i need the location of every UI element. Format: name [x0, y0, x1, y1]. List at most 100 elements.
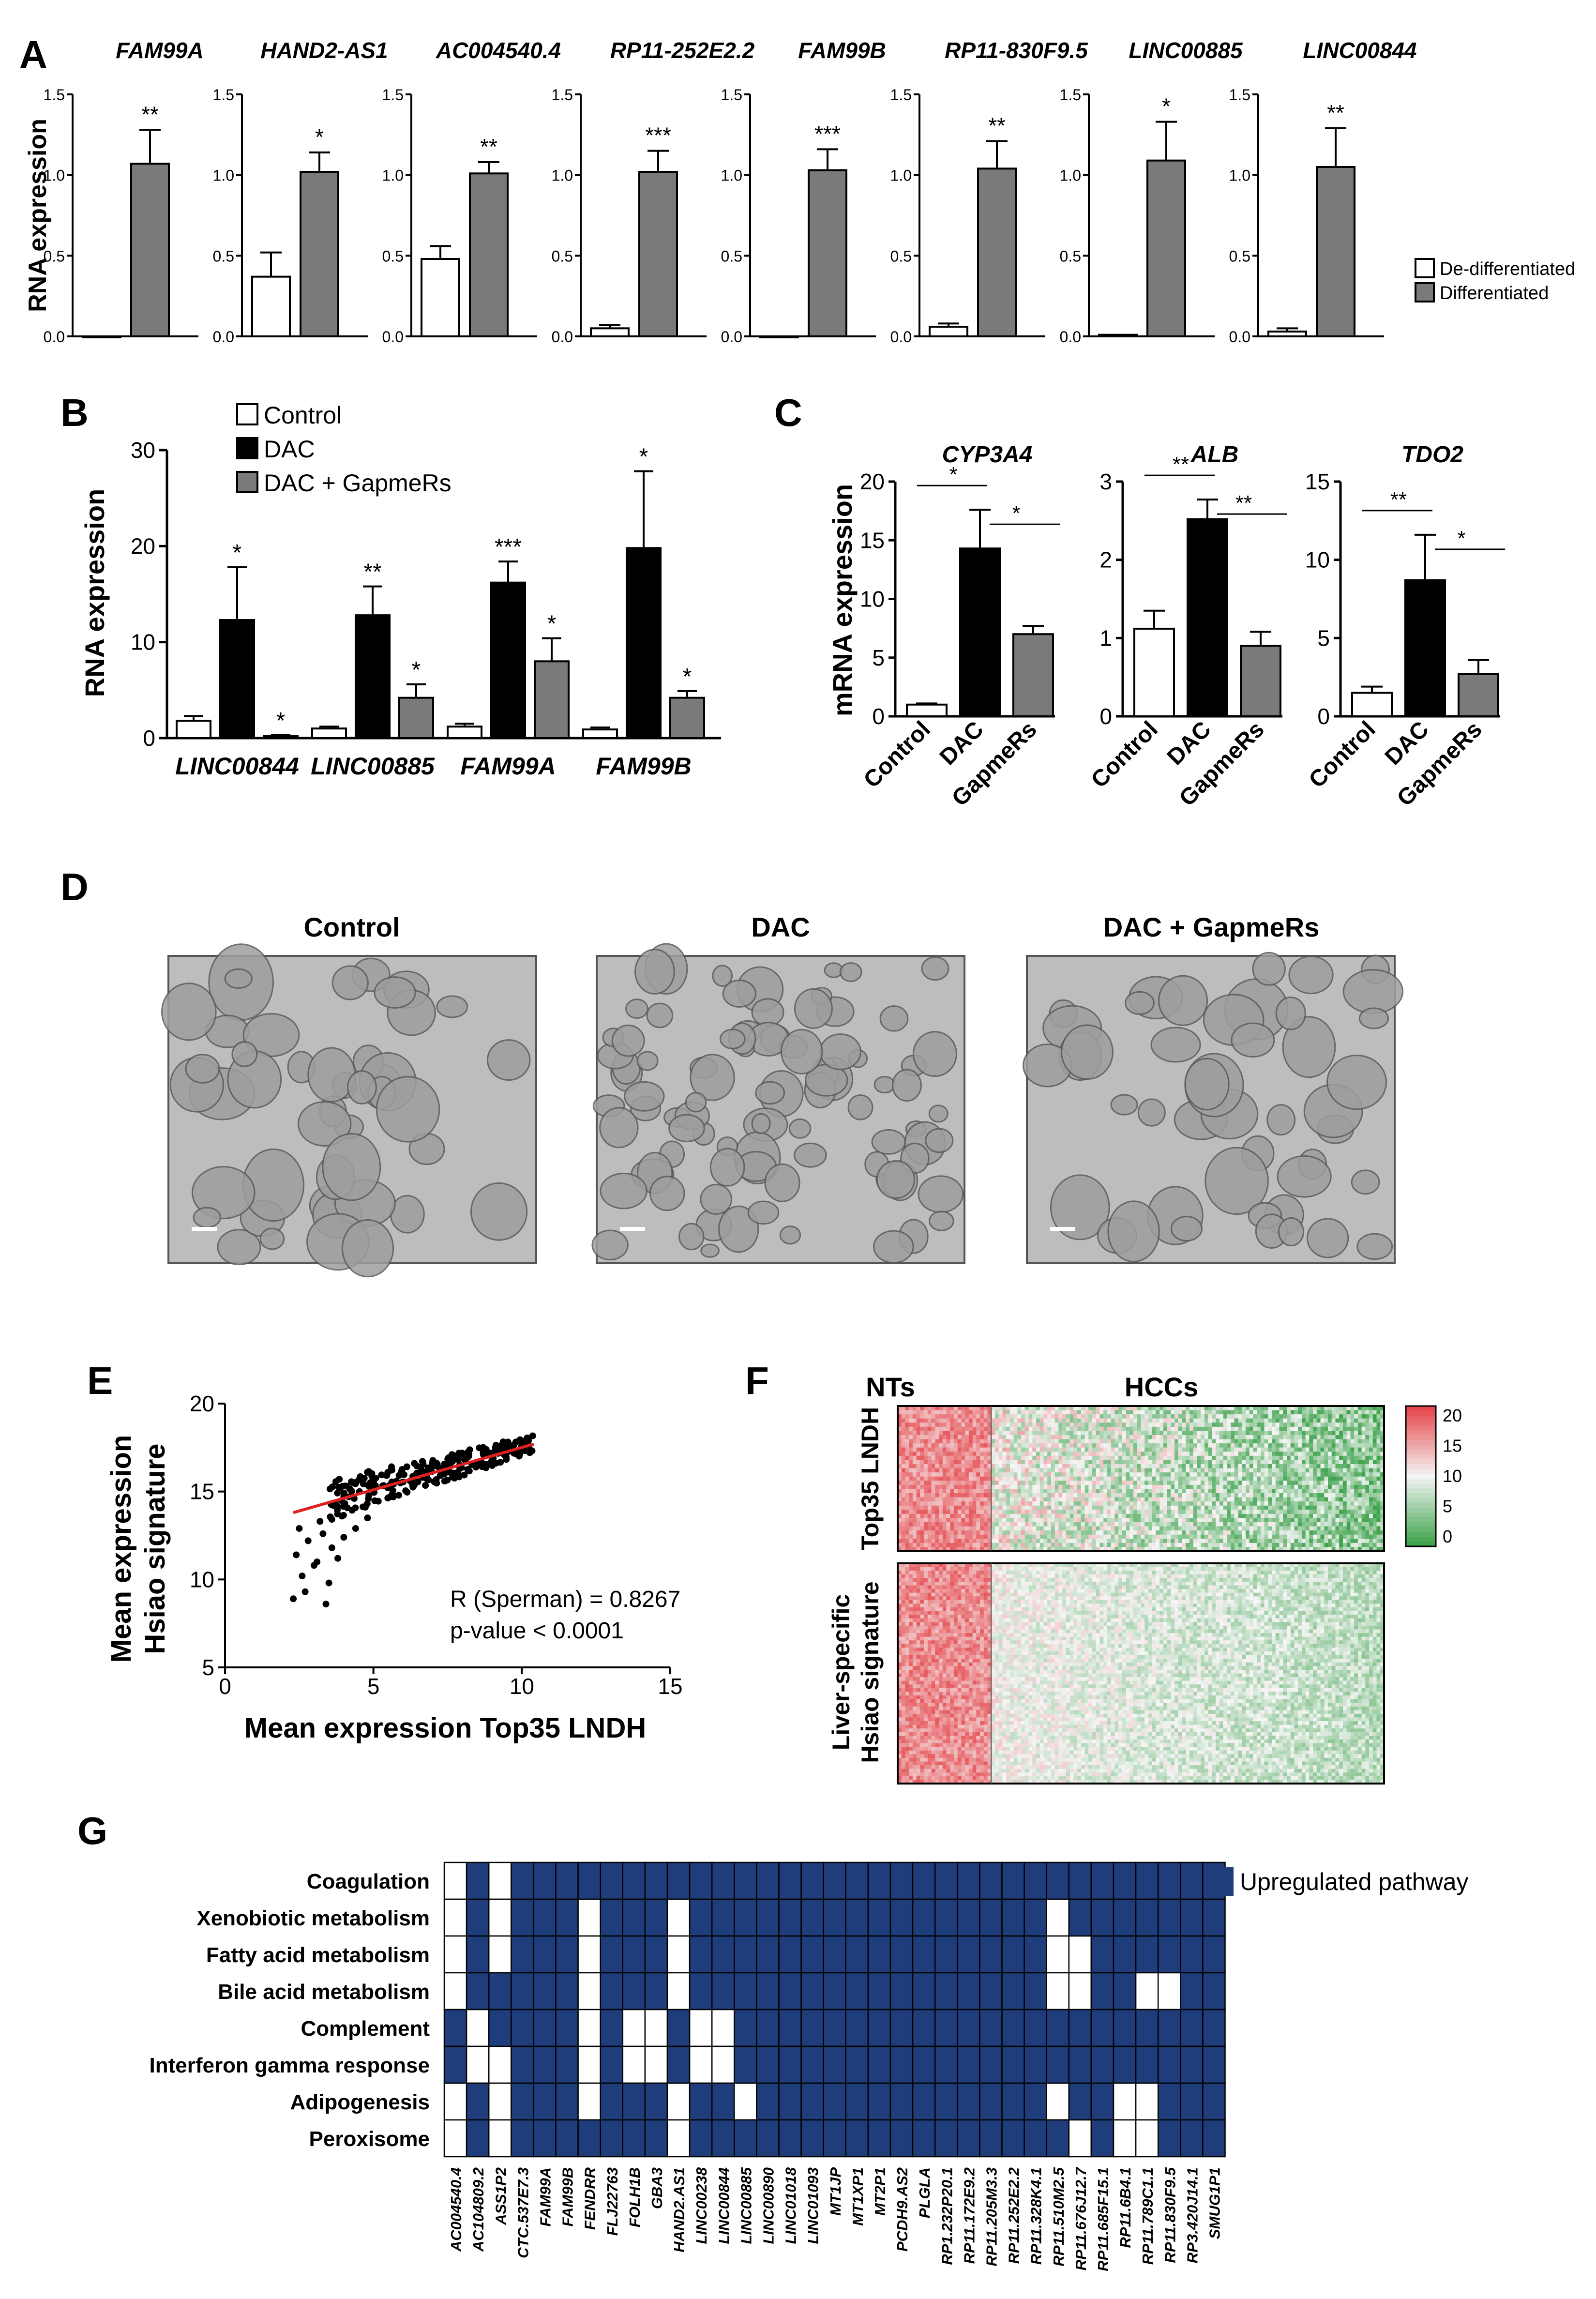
panel-f-cell — [1253, 1406, 1257, 1411]
panel-f-cell — [1047, 1505, 1052, 1510]
panel-f-cell — [998, 1518, 1003, 1523]
panel-f-cell — [1066, 1522, 1070, 1527]
panel-f-cell — [1137, 1513, 1141, 1518]
panel-f-cell — [1013, 1472, 1018, 1477]
panel-letter-f: F — [745, 1359, 769, 1402]
panel-f-cell — [1242, 1426, 1246, 1431]
panel-f-cell — [1328, 1534, 1332, 1539]
panel-f-cell — [1043, 1418, 1048, 1423]
panel-f-cell — [1047, 1431, 1052, 1436]
panel-f-cell — [1354, 1460, 1358, 1465]
panel-f-cell — [1328, 1431, 1332, 1436]
panel-f-cell — [1361, 1418, 1366, 1423]
panel-f-cell — [1189, 1513, 1194, 1518]
panel-f-cell — [1305, 1481, 1310, 1485]
panel-f-cell — [1141, 1439, 1145, 1444]
panel-f-cell — [1043, 1455, 1048, 1460]
panel-f-cell — [1238, 1452, 1242, 1456]
panel-f-cell — [1148, 1406, 1153, 1411]
panel-e-point — [355, 1476, 362, 1483]
panel-b-bar-3-2 — [669, 696, 705, 739]
panel-f-cell — [1024, 1505, 1029, 1510]
panel-letter-d: D — [60, 865, 89, 908]
panel-f-cell — [1279, 1518, 1283, 1523]
panel-f-cell — [983, 1426, 988, 1431]
panel-f-cell — [942, 1452, 947, 1456]
panel-f-cell — [1099, 1518, 1104, 1523]
panel-f-cell — [1350, 1513, 1355, 1518]
panel-f-cell — [1294, 1439, 1298, 1444]
panel-f-cell — [1275, 1518, 1280, 1523]
panel-f-cell — [1301, 1481, 1306, 1485]
panel-f-cell — [1264, 1518, 1268, 1523]
panel-f-cell — [1201, 1518, 1205, 1523]
panel-f-cell — [1380, 1522, 1385, 1527]
panel-f-cell — [1339, 1510, 1343, 1514]
panel-f-cell — [1365, 1472, 1370, 1477]
panel-f-cell — [1156, 1422, 1160, 1427]
panel-f-cell — [1054, 1435, 1059, 1440]
panel-f-cell — [1287, 1526, 1291, 1531]
panel-f-cell — [909, 1526, 913, 1531]
panel-f-cell — [1036, 1481, 1040, 1485]
panel-f-cell — [1354, 1476, 1358, 1481]
panel-f-cell — [1294, 1464, 1298, 1469]
panel-f-cell — [1245, 1497, 1250, 1502]
panel-f-cell — [980, 1447, 984, 1452]
panel-f-cell — [905, 1418, 909, 1423]
panel-f-cell — [1339, 1452, 1343, 1456]
panel-f-cell — [942, 1518, 947, 1523]
panel-f-cell — [1212, 1493, 1216, 1498]
panel-f-cell — [1141, 1452, 1145, 1456]
panel-f-cell — [1043, 1406, 1048, 1411]
panel-f-cell — [980, 1431, 984, 1436]
panel-f-cell — [1365, 1414, 1370, 1419]
panel-f-cell — [1174, 1497, 1179, 1502]
panel-f-cell — [1133, 1513, 1138, 1518]
panel-f-cell — [1260, 1426, 1265, 1431]
panel-f-cell — [1339, 1464, 1343, 1469]
panel-f-cell — [1201, 1505, 1205, 1510]
panel-f-cell — [905, 1522, 909, 1527]
panel-f-cell — [1238, 1439, 1242, 1444]
panel-f-cell — [1081, 1460, 1085, 1465]
panel-f-cell — [1137, 1439, 1141, 1444]
panel-f-cell — [1152, 1426, 1156, 1431]
panel-f-cell — [1099, 1505, 1104, 1510]
panel-f-cell — [942, 1455, 947, 1460]
panel-f-cell — [1346, 1530, 1351, 1535]
panel-f-cell — [1335, 1460, 1340, 1465]
panel-f-cell — [1216, 1443, 1220, 1448]
panel-f-cell — [1028, 1476, 1033, 1481]
panel-f-cell — [1238, 1414, 1242, 1419]
panel-f-cell — [1062, 1455, 1067, 1460]
panel-f-cell — [1328, 1410, 1332, 1415]
panel-f-cell — [1234, 1497, 1238, 1502]
panel-f-cell — [1092, 1431, 1097, 1436]
panel-f-cell — [1320, 1501, 1325, 1506]
panel-f-cell — [1178, 1422, 1183, 1427]
panel-f-cell — [1009, 1484, 1014, 1489]
panel-f-cell — [1328, 1510, 1332, 1514]
panel-f-cell — [1107, 1513, 1112, 1518]
panel-f-cell — [946, 1530, 950, 1535]
panel-f-cell — [1208, 1410, 1212, 1415]
panel-f-cell — [1084, 1530, 1089, 1535]
panel-f-cell — [898, 1455, 902, 1460]
panel-f-cell — [1369, 1410, 1373, 1415]
cell-cluster-1-60 — [918, 1175, 964, 1213]
panel-f-cell — [1021, 1518, 1025, 1523]
panel-f-cell — [912, 1406, 917, 1411]
panel-f-cell — [968, 1484, 973, 1489]
panel-f-cell — [1058, 1410, 1063, 1415]
panel-f-cell — [1189, 1534, 1194, 1539]
panel-f-cell — [1002, 1464, 1007, 1469]
panel-f-cell — [1376, 1452, 1381, 1456]
panel-f-cell — [1253, 1526, 1257, 1531]
panel-f-cell — [1137, 1464, 1141, 1469]
panel-f-cell — [1047, 1410, 1052, 1415]
panel-f-cell — [1369, 1530, 1373, 1535]
cell-cluster-2-38 — [1326, 1054, 1387, 1110]
panel-e-point — [361, 1475, 368, 1482]
panel-f-cell — [1178, 1513, 1183, 1518]
